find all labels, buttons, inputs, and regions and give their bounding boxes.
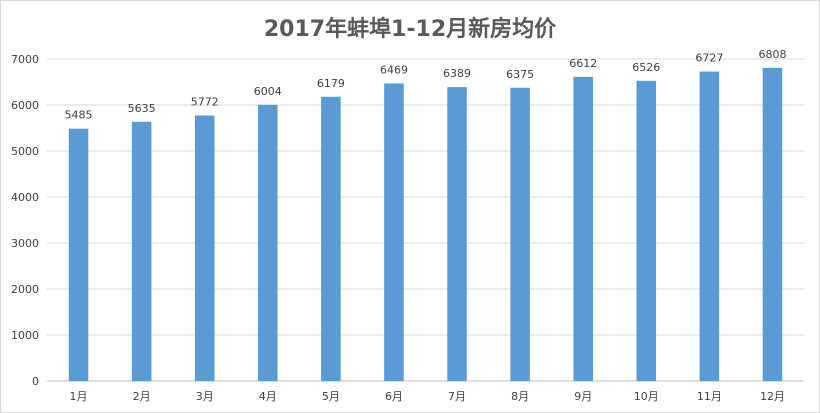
bar <box>762 67 783 381</box>
x-tick-label: 1月 <box>70 390 88 403</box>
bar <box>384 83 404 382</box>
bar <box>699 71 720 382</box>
x-tick-label: 6月 <box>385 390 403 403</box>
y-tick-label: 2000 <box>11 283 39 296</box>
data-label: 6727 <box>695 52 723 65</box>
data-label: 5772 <box>191 95 219 108</box>
data-label: 6612 <box>569 57 597 70</box>
bar <box>510 87 530 381</box>
x-tick-label: 7月 <box>448 390 466 403</box>
x-tick-label: 5月 <box>322 390 340 403</box>
x-tick-label: 11月 <box>697 390 722 403</box>
bar <box>321 96 341 382</box>
data-label: 6526 <box>632 61 660 74</box>
x-tick-label: 2月 <box>133 390 151 403</box>
y-tick-label: 7000 <box>11 53 39 66</box>
data-label: 6808 <box>758 48 786 61</box>
bar <box>194 115 215 381</box>
bar <box>68 128 89 381</box>
bar <box>447 87 467 381</box>
x-tick-label: 3月 <box>196 390 214 403</box>
x-tick-label: 12月 <box>760 390 785 403</box>
data-label: 6469 <box>380 63 408 76</box>
y-tick-label: 4000 <box>11 191 39 204</box>
y-tick-label: 5000 <box>11 145 39 158</box>
x-tick-label: 10月 <box>634 390 659 403</box>
bar <box>573 76 593 382</box>
data-label: 6179 <box>317 77 345 90</box>
y-tick-label: 6000 <box>11 99 39 112</box>
data-label: 6389 <box>443 67 471 80</box>
data-label: 5485 <box>65 109 93 122</box>
x-tick-label: 9月 <box>574 390 592 403</box>
bar <box>636 80 657 381</box>
bar <box>258 104 278 381</box>
x-tick-label: 8月 <box>511 390 529 403</box>
data-label: 6004 <box>254 85 282 98</box>
y-tick-label: 0 <box>32 375 39 388</box>
data-label: 6375 <box>506 68 534 81</box>
y-tick-label: 3000 <box>11 237 39 250</box>
x-tick-label: 4月 <box>259 390 277 403</box>
data-label: 5635 <box>128 102 156 115</box>
bar <box>131 121 152 381</box>
y-tick-label: 1000 <box>11 329 39 342</box>
chart-title: 2017年蚌埠1-12月新房均价 <box>263 17 557 42</box>
